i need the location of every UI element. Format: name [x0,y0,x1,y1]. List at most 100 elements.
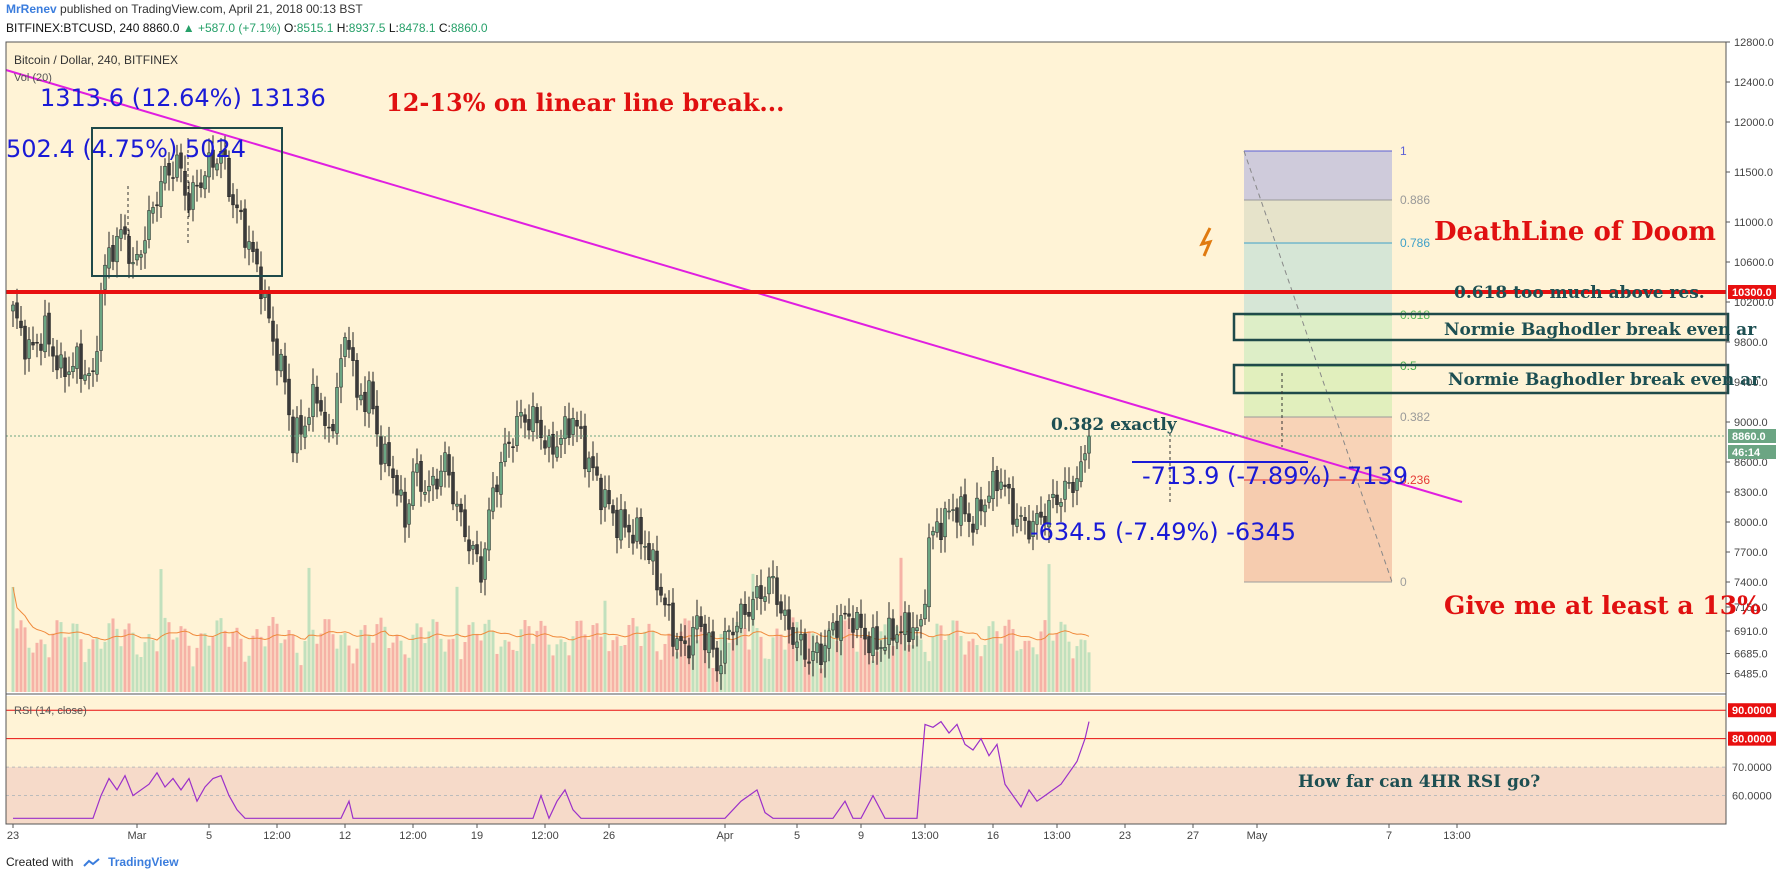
volume-bar [675,652,679,692]
main-pane-background [6,42,1726,692]
candles [11,133,1091,690]
candle-body [11,304,15,312]
volume-bar [599,636,603,692]
candle-body [647,543,651,561]
candle-body [791,627,795,645]
candle-body [931,531,935,536]
candle-body [591,456,595,469]
candle-body [267,291,271,319]
volume-bar [1007,619,1011,692]
candle-body [587,457,591,473]
candle-body [555,446,559,458]
fib-zone [1244,417,1392,480]
candle-body [431,475,435,486]
volume-bar [151,640,155,692]
volume-bar [635,626,639,692]
candle-body [391,468,395,478]
volume-bar [927,661,931,692]
volume-bar [975,645,979,692]
candle-body [443,452,447,472]
volume-bar [367,634,371,692]
volume-bar [179,626,183,692]
candle-body [1015,518,1019,527]
drawings[interactable] [5,69,1730,505]
candle-body [403,491,407,528]
candle-body [995,470,999,492]
volume-bar [963,654,967,692]
candle-body [291,416,295,454]
fib-382-note: 0.382 exactly [1051,415,1178,435]
candle-body [663,597,667,606]
volume-bar [379,617,383,692]
volume-bar [175,637,179,692]
candle-body [139,254,143,258]
candle-body [67,371,71,375]
candle-body [679,636,683,642]
volume-bar [311,629,315,692]
candle-body [379,436,383,465]
volume-bar [23,627,27,692]
candle-body [767,576,771,595]
volume-bar [1031,647,1035,692]
candle-body [99,290,103,351]
candle-body [999,481,1003,490]
volume-bar [231,631,235,692]
volume-bar [659,659,663,692]
candle-body [551,433,555,455]
close-value: 8860.0 [450,21,488,35]
candle-body [659,586,663,596]
candle-body [731,631,735,636]
candle-body [843,612,847,615]
volume-bar [959,635,963,692]
candle-body [79,343,83,380]
published-text: published on TradingView.com, April 21, … [60,2,363,16]
tradingview-link[interactable]: TradingView [108,855,179,869]
candle-body [215,163,219,171]
volume-bar [971,638,975,692]
candle-body [1047,500,1051,528]
candle-body [579,426,583,429]
candle-body [1039,511,1043,518]
volume-bar [1019,649,1023,692]
candle-body [479,556,483,583]
candle-body [323,411,327,426]
candle-body [715,647,719,672]
candle-body [243,208,247,248]
price-tag [1728,429,1776,443]
volume-bar [455,586,459,692]
volume-bar [831,628,835,692]
volume-bar [571,636,575,692]
author-link[interactable]: MrRenev [6,2,57,16]
volume-bar [883,624,887,692]
volume-bar [615,636,619,692]
volume-bar [463,642,467,692]
x-tick-label: 5 [206,830,212,842]
fib-zone [1244,200,1392,243]
candle-body [19,320,23,329]
volume-bar [711,668,715,692]
candle-body [711,631,715,650]
candle-body [247,241,251,250]
candle-body [991,471,995,500]
candle-body [595,466,599,476]
y-tick-label: 11500.0 [1734,167,1773,179]
high-label: H: [336,21,349,35]
candle-body [675,638,679,650]
volume-bar [923,651,927,692]
candle-body [359,394,363,401]
volume-bar [527,626,531,692]
volume-bar [919,639,923,692]
candle-body [751,599,755,620]
candle-body [23,325,27,360]
volume-bar [351,663,355,692]
pane-title: Bitcoin / Dollar, 240, BITFINEX [14,53,178,67]
volume-bar [331,634,335,692]
candle-body [855,612,859,630]
candle-body [35,341,39,344]
candle-body [271,320,275,342]
rsi-tick-label: 80.0000 [1732,734,1772,746]
candle-body [303,425,307,438]
volume-bar [799,639,803,692]
candle-body [259,266,263,300]
